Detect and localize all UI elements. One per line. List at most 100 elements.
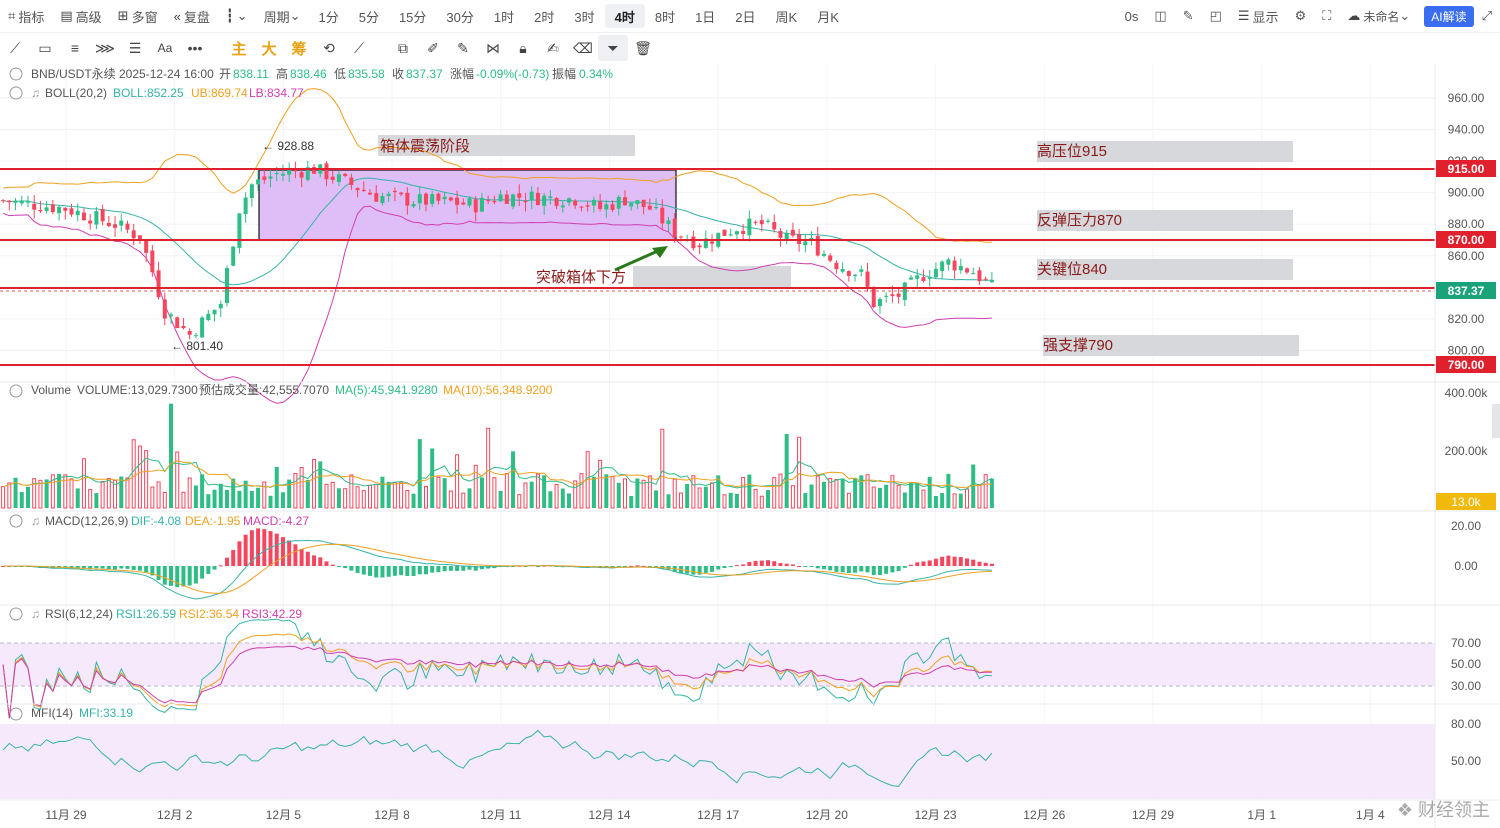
advanced-button[interactable]: ▤ 高级 — [60, 8, 102, 25]
filter-tool[interactable]: ⏷ — [598, 35, 628, 61]
timeframe-8[interactable]: 8时 — [654, 9, 676, 25]
volume-bar — [940, 493, 945, 508]
price-tick: 820.00 — [1448, 312, 1485, 326]
macd-bar — [654, 566, 659, 567]
timeframe-3[interactable]: 30分 — [446, 9, 474, 25]
collapse-icon[interactable] — [9, 707, 23, 721]
camera-button[interactable]: ◫ — [1146, 3, 1174, 29]
candles — [1, 160, 994, 340]
measure-tool[interactable]: ⟋ — [344, 35, 374, 61]
timeframe-2[interactable]: 15分 — [398, 9, 427, 25]
period-dropdown[interactable]: 周期 ⌄ — [263, 8, 301, 25]
collapse-icon[interactable] — [9, 607, 23, 621]
candle-body — [280, 173, 285, 176]
candle-body — [498, 194, 503, 202]
timeframe-11[interactable]: 周K — [775, 9, 798, 25]
volume-bar — [249, 490, 254, 508]
volume-bar — [200, 474, 205, 508]
rsi3-line — [2, 645, 992, 719]
timeframe-10[interactable]: 2日 — [735, 9, 756, 25]
timeframe-0[interactable]: 1分 — [318, 9, 339, 25]
volume-bar — [287, 479, 292, 508]
macd-bar — [75, 566, 80, 568]
volume-bar — [448, 490, 453, 509]
collapse-icon[interactable] — [9, 384, 23, 398]
timeframe-1[interactable]: 5分 — [358, 9, 379, 25]
big-order-toggle[interactable]: 大 — [261, 40, 277, 58]
candle-body — [585, 205, 590, 207]
rsi-tick: 30.00 — [1451, 679, 1481, 693]
text-tool[interactable]: Aa — [150, 35, 180, 61]
timeframe-7[interactable]: 4时 — [604, 4, 645, 28]
candle-body — [467, 198, 472, 206]
chart-area[interactable]: 箱体震荡阶段 突破箱体下方 高压位915 反弹压力870 关键位840 强支撑7… — [0, 64, 1500, 828]
copy-tool[interactable]: ⧉ — [388, 35, 418, 61]
macd-bar — [330, 564, 335, 566]
price-axis[interactable]: 960.00940.00920.00900.00880.00860.00840.… — [1445, 91, 1489, 768]
main-chart-toggle[interactable]: 主 — [231, 40, 247, 58]
brush-tool[interactable]: ✐ — [418, 35, 448, 61]
fibonacci-icon: ☰ — [128, 39, 142, 56]
lock-tool[interactable]: 🔒︎ — [508, 35, 538, 61]
rect-tool[interactable]: ▭ — [30, 35, 60, 61]
candle-body — [517, 193, 522, 198]
timeframe-6[interactable]: 3时 — [574, 9, 595, 25]
wave-tool[interactable]: ⋙ — [90, 35, 120, 61]
volume-bar — [479, 477, 484, 508]
svg-text:MACD:-4.27: MACD:-4.27 — [243, 514, 309, 528]
macd-bar — [784, 563, 789, 566]
svg-text:低: 低 — [334, 67, 346, 81]
fib-tool[interactable]: ☰ — [120, 35, 150, 61]
macd-bar — [834, 566, 839, 572]
volume-bar — [38, 479, 43, 509]
settings-button[interactable]: ⚙ — [1287, 3, 1315, 29]
fullscreen-button[interactable]: ⛶ — [1314, 3, 1339, 29]
note-tool[interactable]: ✍ — [538, 35, 568, 61]
timeframe-12[interactable]: 月K — [817, 9, 839, 25]
watermark-logo-icon: ❖ — [1396, 800, 1413, 820]
display-button[interactable]: ☰ 显示 — [1237, 8, 1279, 25]
more-tools[interactable]: ••• — [180, 35, 210, 61]
collapse-icon[interactable] — [9, 67, 23, 81]
pattern-tool[interactable]: ⋈ — [478, 35, 508, 61]
volume-bar — [685, 483, 690, 508]
layout-dropdown[interactable]: ☁ 未命名 ⌄ — [1347, 8, 1411, 24]
ai-interpret-button[interactable]: AI解读 — [1424, 5, 1474, 27]
candle-body — [231, 246, 236, 266]
time-axis[interactable]: 11月 29 12月 2 12月 5 12月 8 12月 11 12月 14 12月 17 1… — [45, 808, 1385, 822]
macd-bar — [896, 566, 901, 572]
volume-bar — [436, 476, 441, 509]
chart-type-dropdown[interactable]: ┇ ⌄ — [218, 3, 256, 29]
volume-bar — [734, 493, 739, 508]
eraser-tool[interactable]: ⌫ — [568, 35, 598, 61]
macd-bar — [175, 566, 180, 588]
channel-tool[interactable]: ≡ — [60, 35, 90, 61]
macd-bar — [734, 565, 739, 567]
timeframe-4[interactable]: 1时 — [493, 9, 515, 25]
timeframe-9[interactable]: 1日 — [695, 9, 716, 25]
price-tick: 900.00 — [1448, 186, 1485, 200]
collapse-icon[interactable] — [9, 86, 23, 100]
highlight-tool[interactable]: ✎ — [448, 35, 478, 61]
edit-button[interactable]: ✎ — [1175, 3, 1202, 29]
volume-bar — [529, 481, 534, 508]
line-tool[interactable]: ⟋ — [0, 35, 30, 61]
multi-window-button[interactable]: ⊞ 多窗 — [117, 8, 158, 25]
delete-tool[interactable]: 🗑︎ — [628, 35, 658, 61]
expand-button[interactable]: ⤢ — [1474, 3, 1500, 29]
side-panel-handle[interactable] — [1492, 404, 1500, 438]
sync-tool[interactable]: ⟲ — [314, 35, 344, 61]
candle-body — [946, 259, 951, 265]
volume-bar — [324, 483, 329, 509]
timeframe-5[interactable]: 2时 — [534, 9, 555, 25]
macd-bar — [212, 566, 217, 570]
candle-body — [287, 169, 292, 175]
volume-bar — [355, 486, 360, 509]
collapse-icon[interactable] — [9, 514, 23, 528]
indicator-button[interactable]: ⌗ 指标 — [8, 8, 45, 25]
chip-toggle[interactable]: 筹 — [291, 40, 307, 58]
boll-mid-line — [3, 177, 992, 286]
replay-button[interactable]: «复盘 — [173, 8, 210, 25]
window-button[interactable]: ◰ — [1202, 3, 1230, 29]
volume-bar — [678, 492, 683, 509]
